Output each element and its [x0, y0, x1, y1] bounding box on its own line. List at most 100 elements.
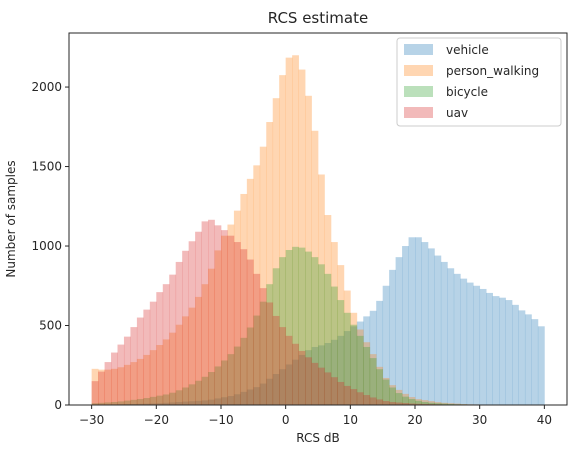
histogram-bar	[208, 219, 215, 405]
histogram-bar	[123, 336, 131, 405]
histogram-bar	[111, 402, 118, 405]
histogram-bar	[285, 335, 293, 405]
histogram-bar	[188, 307, 196, 405]
histogram-bar	[324, 215, 332, 405]
histogram-bar	[220, 397, 228, 405]
histogram-bar	[415, 400, 422, 405]
histogram-bar	[272, 315, 280, 405]
histogram-bar	[427, 401, 435, 406]
histogram-bar	[318, 345, 325, 405]
histogram-bar	[492, 296, 500, 405]
histogram-bar	[376, 300, 384, 405]
histogram-bar	[285, 250, 293, 405]
histogram-bar	[337, 265, 345, 405]
histogram-bar	[117, 344, 125, 405]
histogram-bar	[350, 312, 358, 405]
histogram-bar	[537, 326, 545, 405]
histogram-bar	[266, 284, 274, 405]
histogram-bar	[395, 257, 403, 405]
histogram-bar	[136, 399, 144, 405]
histogram-bar	[246, 178, 254, 405]
histogram-bar	[453, 403, 461, 405]
histogram-bar	[473, 285, 481, 405]
histogram-bar	[136, 317, 144, 405]
histogram-bar	[169, 332, 177, 405]
x-tick-label: 20	[407, 413, 422, 427]
histogram-bar	[318, 367, 325, 405]
histogram-bar	[343, 331, 351, 405]
histogram-bar	[512, 304, 519, 405]
histogram-bar	[246, 389, 254, 405]
histogram-bar	[195, 231, 202, 405]
histogram-bar	[382, 377, 390, 405]
histogram-bar	[324, 343, 332, 405]
histogram-bar	[479, 288, 487, 405]
histogram-bar	[389, 385, 396, 405]
histogram-bar	[395, 402, 403, 405]
histogram-bar	[440, 402, 448, 405]
histogram-bar	[182, 250, 189, 405]
histogram-bar	[156, 344, 164, 405]
histogram-bar	[156, 403, 164, 405]
histogram-bar	[337, 335, 345, 405]
histogram-bar	[233, 346, 241, 405]
histogram-bar	[104, 402, 112, 405]
histogram-bar	[356, 321, 364, 405]
histogram-bar	[175, 261, 183, 405]
histogram-bar	[292, 246, 299, 405]
histogram-bar	[233, 210, 241, 405]
y-tick-label: 2000	[31, 80, 62, 94]
histogram-bar	[415, 237, 422, 405]
histogram-bar	[175, 402, 183, 405]
legend-swatch-vehicle	[404, 44, 433, 55]
histogram-bar	[311, 362, 319, 405]
series-uav	[91, 219, 545, 405]
histogram-bar	[130, 362, 138, 405]
histogram-bar	[421, 400, 429, 405]
histogram-bar	[382, 379, 390, 405]
histogram-bar	[143, 354, 151, 405]
histogram-bar	[305, 95, 312, 405]
histogram-bar	[162, 339, 170, 405]
histogram-bar	[363, 342, 371, 405]
histogram-bar	[318, 174, 325, 405]
histogram-bar	[305, 251, 312, 405]
histogram-bar	[415, 403, 422, 405]
x-axis-label: RCS dB	[296, 431, 339, 445]
histogram-bar	[330, 286, 338, 405]
histogram-bar	[214, 250, 222, 405]
histogram-bar	[531, 319, 539, 405]
x-axis: −30 −20 −10 0 10 20 30 40	[79, 405, 552, 427]
histogram-bar	[188, 401, 196, 405]
histogram-bar	[343, 312, 351, 405]
histogram-bar	[402, 396, 409, 405]
histogram-bar	[356, 335, 364, 405]
histogram-bar	[324, 273, 332, 405]
histogram-bar	[518, 310, 526, 405]
histogram-bar	[311, 257, 319, 405]
histogram-bar	[136, 403, 144, 405]
plot-frame	[68, 32, 568, 406]
histogram-bar	[305, 350, 312, 405]
histogram-bar	[350, 389, 358, 405]
histogram-bar	[162, 394, 170, 405]
histogram-bar	[279, 327, 287, 405]
chart-title: RCS estimate	[268, 9, 368, 27]
y-tick-label: 500	[39, 319, 62, 333]
legend-label-person_walking: person_walking	[446, 64, 539, 78]
histogram-bar	[376, 366, 384, 405]
histogram-bar	[298, 247, 306, 405]
histogram-bar	[98, 402, 105, 405]
histogram-bar	[395, 389, 403, 405]
histogram-bar	[182, 387, 189, 405]
histogram-bar	[266, 122, 274, 405]
histogram-bar	[195, 380, 202, 405]
histogram-bar	[188, 241, 196, 405]
histogram-bar	[227, 224, 235, 405]
histogram-bar	[169, 274, 177, 405]
histogram-bar	[330, 242, 338, 405]
histogram-bar	[343, 385, 351, 405]
histogram-bar	[356, 392, 364, 405]
histogram-bar	[195, 296, 202, 405]
